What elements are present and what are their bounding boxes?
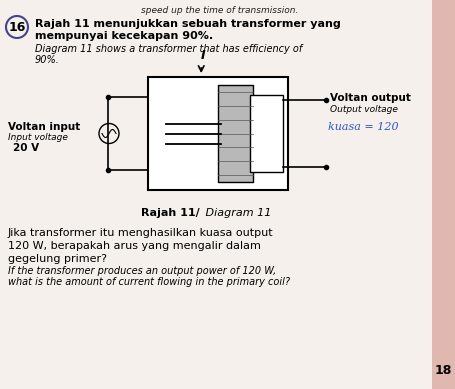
Bar (249, 95, 283, 172)
Text: what is the amount of current flowing in the primary coil?: what is the amount of current flowing in… (8, 277, 289, 287)
Text: Output voltage: Output voltage (329, 105, 397, 114)
Text: speed up the time of transmission.: speed up the time of transmission. (141, 6, 298, 15)
Text: Diagram 11: Diagram 11 (202, 208, 271, 218)
Text: 20 V: 20 V (13, 142, 39, 152)
Text: 90%.: 90%. (35, 55, 60, 65)
Bar (431, 0, 455, 389)
Text: 16: 16 (8, 21, 25, 33)
Text: Voltan output: Voltan output (329, 93, 410, 103)
Text: Rajah 11/: Rajah 11/ (141, 208, 200, 218)
Text: I: I (201, 49, 205, 62)
Text: gegelung primer?: gegelung primer? (8, 254, 107, 264)
Text: Input voltage: Input voltage (8, 133, 68, 142)
Text: 120 W, berapakah arus yang mengalir dalam: 120 W, berapakah arus yang mengalir dala… (8, 241, 260, 251)
Text: If the transformer produces an output power of 120 W,: If the transformer produces an output po… (8, 266, 276, 276)
Text: mempunyai kecekapan 90%.: mempunyai kecekapan 90%. (35, 31, 212, 41)
Text: Rajah 11 menunjukkan sebuah transformer yang: Rajah 11 menunjukkan sebuah transformer … (35, 19, 340, 29)
Text: Diagram 11 shows a transformer that has efficiency of: Diagram 11 shows a transformer that has … (35, 44, 302, 54)
Bar (217, 85, 253, 182)
Bar (148, 77, 288, 190)
Text: 18: 18 (433, 363, 451, 377)
Text: Jika transformer itu menghasilkan kuasa output: Jika transformer itu menghasilkan kuasa … (8, 228, 273, 238)
Text: Voltan input: Voltan input (8, 121, 80, 131)
Text: kuasa = 120: kuasa = 120 (327, 122, 398, 132)
